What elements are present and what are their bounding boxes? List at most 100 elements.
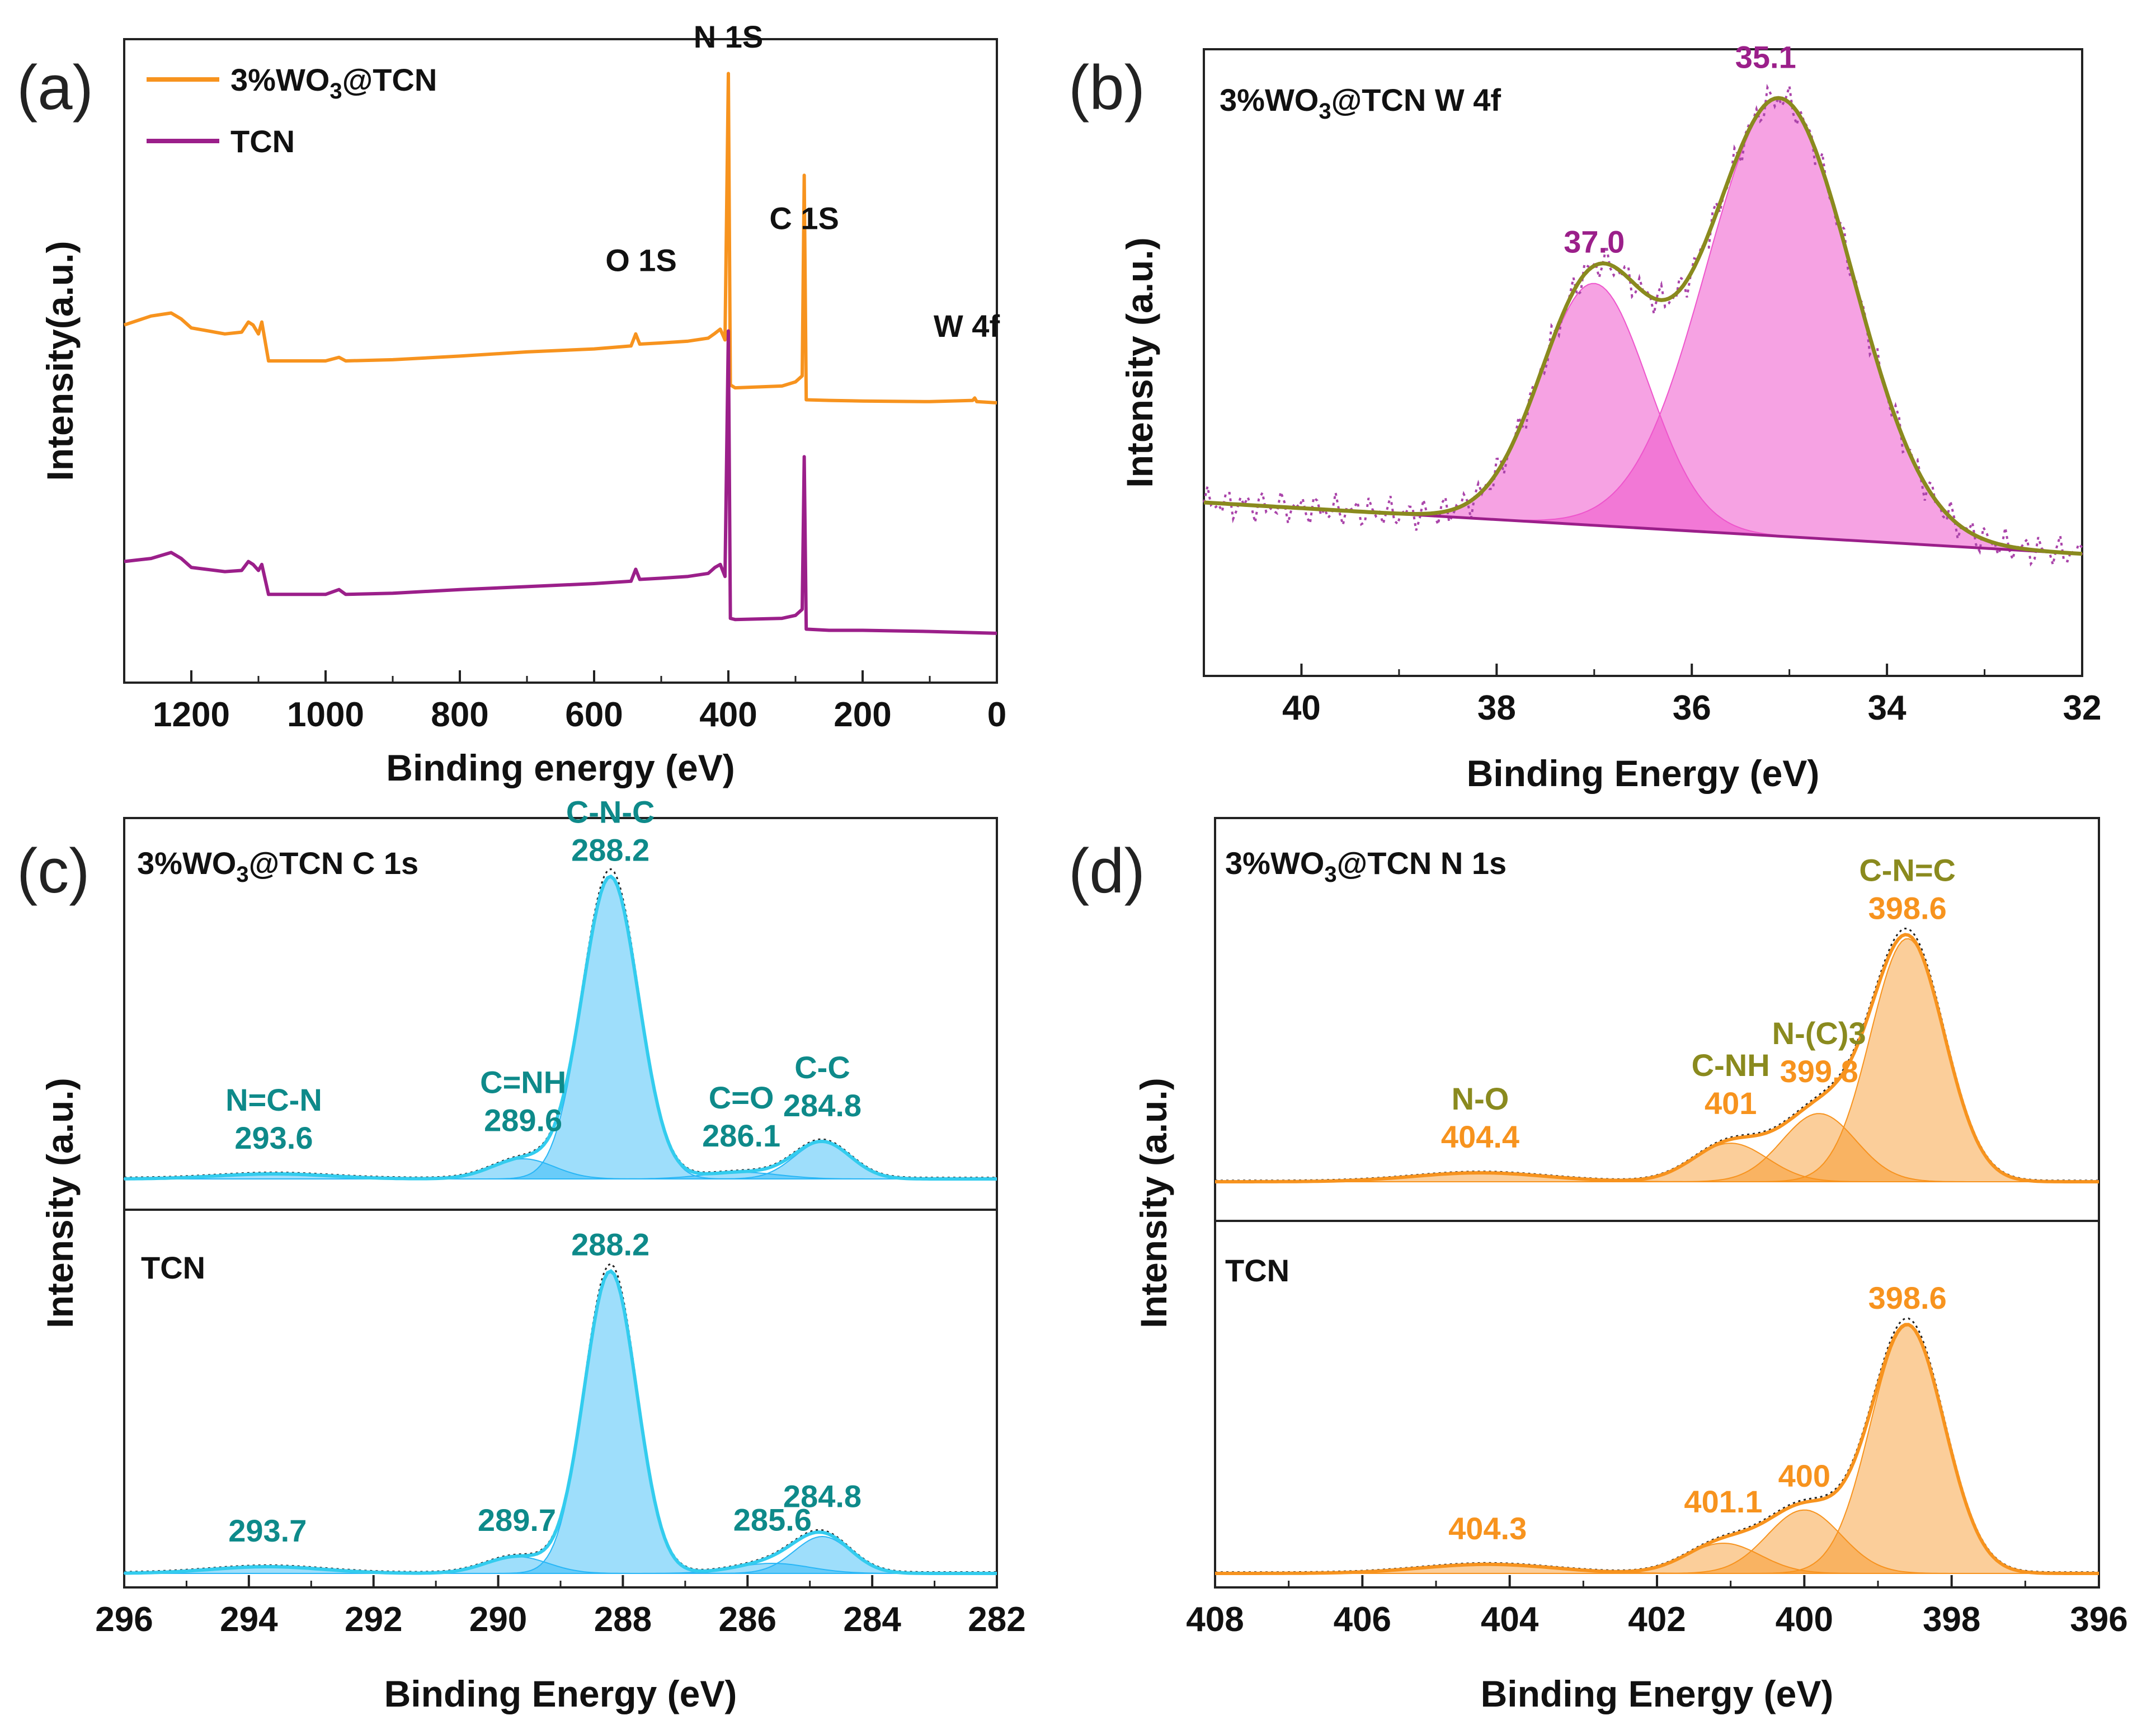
panel-d-tick-label-398: 398 <box>1923 1600 1980 1639</box>
panel-c-peak-value-288.2: 288.2 <box>571 832 649 867</box>
panel-c-tick-label-294: 294 <box>220 1600 278 1639</box>
panel-d-tick-label-400: 400 <box>1776 1600 1833 1639</box>
panel-d-peak-value-404.3: 404.3 <box>1448 1511 1527 1546</box>
panel-c-peak-name-286.1: C=O <box>709 1080 774 1115</box>
panel-b-frame <box>1203 48 2083 677</box>
series-line-3wo3-tcn <box>124 72 997 405</box>
panel-a-legend: 3%WO3@TCN TCN <box>147 62 437 159</box>
panel-d-x-label: Binding Energy (eV) <box>1481 1673 1834 1714</box>
panel-d-peak-name-398.6: C-N=C <box>1859 853 1956 888</box>
peak-annotation-n-1s: N 1S <box>694 19 764 54</box>
panel-d-peak-value-404.4: 404.4 <box>1441 1119 1519 1154</box>
panel-label-c: (c) <box>17 836 90 906</box>
panel-c-tick-label-290: 290 <box>469 1600 527 1639</box>
panel-a-x-label: Binding energy (eV) <box>386 747 735 788</box>
panel-d-tick-label-402: 402 <box>1628 1600 1686 1639</box>
panel-a-tick-label-600: 600 <box>565 696 623 734</box>
panel-c-fit-envelope <box>124 1269 997 1575</box>
panel-c-peak-value-284.8: 284.8 <box>783 1479 862 1514</box>
panel-d-peak-name-401: C-NH <box>1692 1047 1770 1083</box>
panel-c-peak-value-293.6: 293.6 <box>234 1120 313 1155</box>
panel-c-peak-value-289.7: 289.7 <box>478 1502 556 1538</box>
panel-d-tick-label-406: 406 <box>1334 1600 1391 1639</box>
panel-a-tick-label-0: 0 <box>987 696 1006 734</box>
panel-b-tick-label-40: 40 <box>1282 689 1321 727</box>
panel-d-fit-envelope <box>1215 1323 2099 1575</box>
legend-label-3wo3-tcn: 3%WO3@TCN <box>230 62 437 104</box>
panel-a-spectra <box>124 72 997 635</box>
panel-d-tick-label-396: 396 <box>2070 1600 2127 1639</box>
panel-a-tick-label-800: 800 <box>431 696 488 734</box>
panel-a-tick-label-200: 200 <box>834 696 891 734</box>
panel-b-y-label: Intensity (a.u.) <box>1119 237 1160 487</box>
panel-b-tick-label-38: 38 <box>1477 689 1516 727</box>
panel-d-tick-label-404: 404 <box>1481 1600 1539 1639</box>
panel-b-w4f: 37.0 35.1 40 38 36 34 32 3%WO3@TCN W 4f Bindi… <box>1119 39 2101 794</box>
peak-label-35.1: 35.1 <box>1735 39 1796 74</box>
fit-envelope <box>1203 96 2083 556</box>
panel-d-peak-value-398.6: 398.6 <box>1868 891 1947 926</box>
panel-c-y-label: Intensity (a.u.) <box>39 1078 81 1328</box>
panel-d-peak-value-400: 400 <box>1778 1458 1830 1493</box>
peak-label-37.0: 37.0 <box>1564 224 1625 259</box>
panel-a-y-label: Intensity(a.u.) <box>39 241 81 481</box>
panel-c-tick-label-284: 284 <box>843 1600 901 1639</box>
panel-d-peak-value-401.1: 401.1 <box>1684 1484 1762 1519</box>
panel-d-y-label: Intensity (a.u.) <box>1133 1078 1174 1328</box>
series-line-tcn <box>124 329 997 635</box>
panel-b-plot: 37.0 35.1 <box>1203 39 2083 567</box>
panel-c-tick-label-296: 296 <box>95 1600 153 1639</box>
panel-d-peak-name-399.8: N-(C)3 <box>1772 1016 1866 1051</box>
peak-annotation-c-1s: C 1S <box>769 201 839 236</box>
panel-c-peak-value-289.6: 289.6 <box>484 1103 562 1138</box>
panel-c-bottom-title: TCN <box>141 1250 205 1285</box>
panel-c-tick-label-288: 288 <box>594 1600 652 1639</box>
panel-b-title: 3%WO3@TCN W 4f <box>1220 82 1501 124</box>
panel-d-fit-envelope <box>1215 933 2099 1183</box>
panel-d-peak-name-404.4: N-O <box>1452 1081 1509 1116</box>
panel-c-c1s: N=C-N293.6C=NH289.6C-N-C288.2C=O286.1C-C… <box>39 794 1026 1714</box>
panel-c-tick-label-282: 282 <box>968 1600 1025 1639</box>
panel-b-tick-label-34: 34 <box>1868 689 1906 727</box>
panel-label-b: (b) <box>1068 53 1145 123</box>
panel-a-frame <box>123 38 998 684</box>
panel-b-x-label: Binding Energy (eV) <box>1467 753 1820 794</box>
panel-c-tick-label-292: 292 <box>345 1600 402 1639</box>
peak-annotation-o-1s: O 1S <box>605 243 677 278</box>
panel-d-peak-value-398.6: 398.6 <box>1868 1280 1947 1315</box>
panel-c-peak-name-293.6: N=C-N <box>225 1082 322 1117</box>
panel-c-peak-value-284.8: 284.8 <box>783 1088 862 1123</box>
panel-c-peak-name-284.8: C-C <box>794 1050 850 1085</box>
panel-c-x-label: Binding Energy (eV) <box>384 1673 737 1714</box>
panel-c-peak-name-289.6: C=NH <box>480 1065 566 1100</box>
panel-a-survey: 1200 1000 800 600 400 200 0 Binding energy (eV… <box>39 19 1006 788</box>
panel-c-tick-label-286: 286 <box>719 1600 776 1639</box>
panel-c-peak-value-288.2: 288.2 <box>571 1227 649 1262</box>
panel-d-bottom-title: TCN <box>1225 1253 1289 1288</box>
panel-label-a: (a) <box>17 53 93 123</box>
panel-label-d: (d) <box>1068 836 1145 906</box>
panel-c-peak-value-285.6: 285.6 <box>733 1502 812 1537</box>
panel-d-x-ticks: 408 406 404 402 400 398 396 <box>1186 1575 2128 1639</box>
panel-b-tick-label-36: 36 <box>1673 689 1711 727</box>
panel-c-fit-envelope <box>124 874 997 1181</box>
panel-d-top-title: 3%WO3@TCN N 1s <box>1225 845 1507 887</box>
panel-d-peak-value-401: 401 <box>1705 1085 1757 1121</box>
panel-d-n1s: N-O404.4C-NH401N-(C)3399.8C-N=C398.6404.… <box>1133 817 2128 1714</box>
panel-a-x-ticks: 1200 1000 800 600 400 200 0 <box>153 670 1006 734</box>
panel-a-tick-label-1200: 1200 <box>153 696 230 734</box>
panel-a-tick-label-400: 400 <box>699 696 757 734</box>
panel-c-top-title: 3%WO3@TCN C 1s <box>137 845 418 887</box>
panel-c-peak-value-293.7: 293.7 <box>228 1513 307 1548</box>
panel-a-tick-label-1000: 1000 <box>287 696 364 734</box>
panel-b-x-ticks: 40 38 36 34 32 <box>1282 664 2102 727</box>
legend-label-tcn: TCN <box>230 124 295 159</box>
panel-c-peak-value-286.1: 286.1 <box>702 1118 780 1153</box>
panel-d-tick-label-408: 408 <box>1186 1600 1244 1639</box>
panel-c-plot: N=C-N293.6C=NH289.6C-N-C288.2C=O286.1C-C… <box>124 794 997 1575</box>
peak-annotation-w-4f: W 4f <box>934 308 1000 344</box>
panel-b-tick-label-32: 32 <box>2063 689 2102 727</box>
panel-d-plot: N-O404.4C-NH401N-(C)3399.8C-N=C398.6404.… <box>1215 853 2099 1575</box>
panel-a-peak-annotations: N 1S O 1S C 1S W 4f <box>605 19 1000 344</box>
